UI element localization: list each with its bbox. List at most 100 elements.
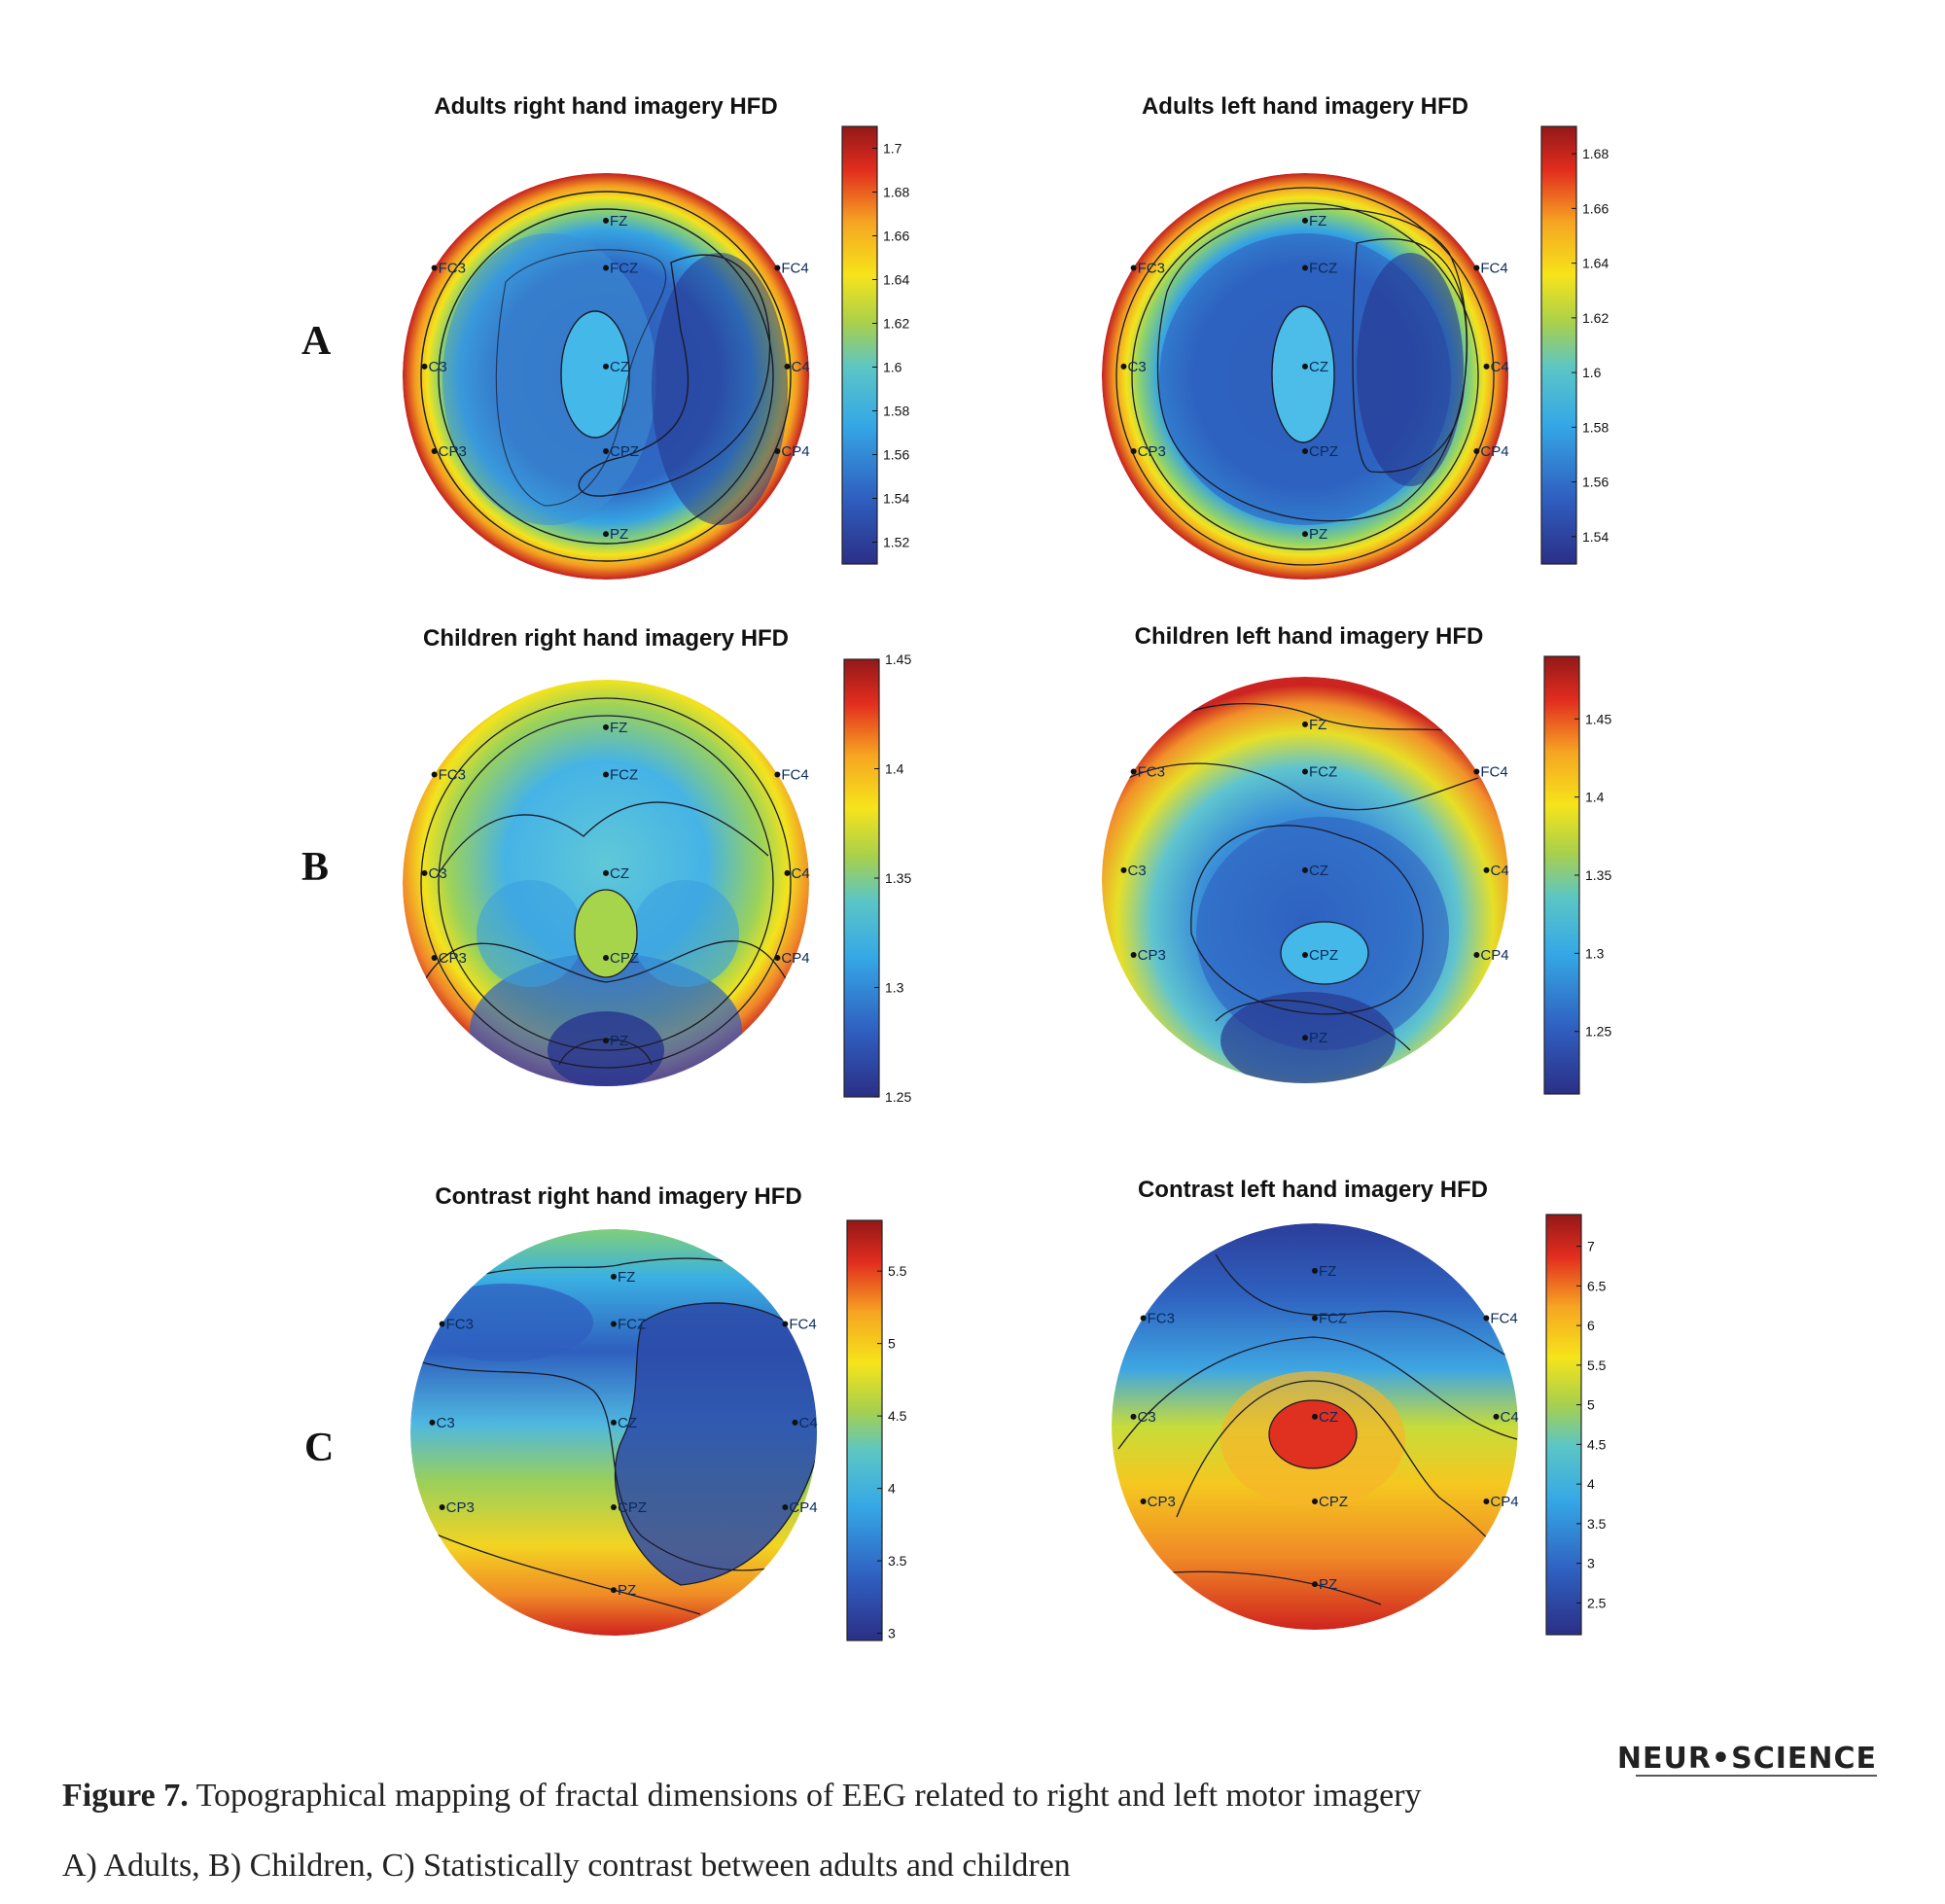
electrode-label-fc4: FC4 [1490, 1310, 1517, 1326]
electrode-label-cpz: CPZ [1319, 1494, 1348, 1510]
electrode-dot-fc3 [431, 771, 438, 778]
colorbar-tick-label: 1.62 [1582, 310, 1609, 326]
colorbar-tick-label: 1.56 [883, 447, 909, 463]
colorbar-tick-label: 1.66 [883, 229, 909, 244]
row-label-a: A [301, 319, 332, 364]
electrode-dot-cp4 [774, 448, 781, 455]
colorbar-tick-label: 3 [888, 1626, 896, 1641]
colorbar-scale [1543, 655, 1580, 1095]
electrode-label-c3: C3 [1127, 359, 1146, 375]
electrode-label-fz: FZ [610, 213, 627, 229]
panel-title: Adults left hand imagery HFD [1142, 93, 1468, 120]
figure-caption-line2: A) Adults, B) Children, C) Statistically… [62, 1848, 1071, 1884]
electrode-label-c4: C4 [1491, 359, 1509, 375]
electrode-label-fc3: FC3 [446, 1316, 474, 1332]
electrode-dot-fcz [603, 264, 609, 271]
electrode-dot-cz [1302, 866, 1308, 873]
electrode-label-cz: CZ [1309, 863, 1328, 879]
electrode-dot-cz [1302, 363, 1308, 370]
colorbar: 2.5 3 3.5 4 4.5 5 5.5 6 6.5 7 [1545, 1214, 1607, 1636]
electrode-dot-pz [1312, 1581, 1318, 1588]
electrode-label-c4: C4 [792, 865, 810, 882]
electrode-dot-cz [611, 1419, 617, 1426]
electrode-label-cp3: CP3 [1138, 443, 1166, 460]
electrode-label-fc3: FC3 [1138, 260, 1165, 276]
electrode-dot-fc3 [431, 264, 438, 271]
electrode-dot-c4 [1493, 1413, 1500, 1420]
colorbar-tick-label: 4 [1587, 1476, 1595, 1492]
electrode-label-fcz: FCZ [1319, 1310, 1347, 1326]
electrode-dot-fc3 [1130, 264, 1137, 271]
electrode-dot-fz [1302, 721, 1308, 727]
figure-label: Figure 7. [62, 1778, 189, 1814]
electrode-dot-fc4 [1473, 768, 1480, 775]
electrode-dot-cz [1312, 1413, 1318, 1420]
colorbar-tick-label: 1.54 [883, 491, 909, 507]
electrode-dot-pz [603, 531, 609, 538]
electrode-label-pz: PZ [1309, 526, 1327, 543]
electrode-dot-fc4 [1473, 264, 1480, 271]
electrode-dot-cp3 [431, 448, 438, 455]
electrode-label-fc4: FC4 [789, 1316, 816, 1332]
colorbar-tick-label: 1.35 [885, 870, 911, 886]
electrode-dot-fcz [611, 1321, 617, 1327]
electrode-dot-pz [611, 1587, 617, 1594]
colorbar-tick-label: 1.64 [883, 272, 909, 288]
panel-adults-left: Adults left hand imagery HFD FZ FC3 FCZ FC4… [1102, 93, 1609, 580]
electrode-dot-fc4 [782, 1321, 789, 1327]
colorbar-tick-label: 1.52 [883, 535, 909, 550]
colorbar-tick-label: 1.68 [1582, 146, 1609, 161]
electrode-label-c4: C4 [1501, 1409, 1519, 1426]
electrode-label-fz: FZ [1309, 717, 1326, 733]
electrode-dot-fz [1302, 217, 1308, 224]
electrode-dot-cp3 [1130, 952, 1137, 959]
colorbar-tick-label: 6.5 [1587, 1278, 1607, 1293]
colorbar-tick-label: 1.6 [1582, 365, 1602, 380]
electrode-dot-fc4 [1483, 1315, 1490, 1322]
electrode-label-cp3: CP3 [1148, 1494, 1176, 1510]
electrode-dot-fz [603, 723, 609, 730]
colorbar: 1.52 1.54 1.56 1.58 1.6 1.62 1.64 1.66 1.68 1.7 [841, 125, 909, 565]
electrode-dot-pz [1302, 531, 1308, 538]
electrode-label-cpz: CPZ [1309, 947, 1338, 964]
electrode-dot-c3 [1120, 866, 1127, 873]
electrode-label-pz: PZ [618, 1582, 636, 1599]
electrode-label-c4: C4 [799, 1415, 818, 1431]
electrode-dot-cpz [1302, 448, 1308, 455]
electrode-dot-c4 [1483, 363, 1490, 370]
electrodes: FZ FC3 FCZ FC4 C3 CZ C4 CP3 CPZ CP4 PZ [1120, 213, 1509, 543]
electrode-label-cp4: CP4 [1480, 947, 1508, 964]
panel-title: Children left hand imagery HFD [1135, 623, 1484, 650]
electrode-label-fc3: FC3 [439, 766, 466, 783]
electrode-dot-cp4 [1483, 1499, 1490, 1505]
electrode-label-c3: C3 [428, 865, 446, 882]
electrode-dot-c4 [784, 869, 791, 876]
electrode-label-cp4: CP4 [1480, 443, 1508, 460]
colorbar-scale [1545, 1214, 1582, 1636]
colorbar-tick-label: 5.5 [1587, 1357, 1607, 1373]
colorbar-tick-label: 1.68 [883, 185, 909, 200]
colorbar-tick-label: 1.6 [883, 360, 902, 375]
electrode-dot-cp4 [1473, 448, 1480, 455]
electrode-dot-c3 [1120, 363, 1127, 370]
colorbar-tick-label: 2.5 [1587, 1595, 1607, 1610]
electrode-label-c4: C4 [792, 359, 810, 375]
colorbar-tick-label: 1.35 [1585, 867, 1611, 883]
electrode-label-cz: CZ [1319, 1409, 1338, 1426]
electrode-dot-cp4 [774, 955, 781, 962]
electrode-dot-fcz [603, 771, 609, 778]
electrode-dot-fcz [1312, 1315, 1318, 1322]
colorbar-tick-label: 7 [1587, 1239, 1595, 1254]
electrode-label-fcz: FCZ [1309, 260, 1337, 276]
electrode-dot-cpz [1312, 1499, 1318, 1505]
topomap [1102, 173, 1508, 580]
electrode-label-pz: PZ [1309, 1030, 1327, 1046]
colorbar-scale [841, 125, 878, 565]
electrode-dot-c3 [1130, 1413, 1137, 1420]
electrode-label-fcz: FCZ [610, 766, 638, 783]
electrode-dot-cp3 [431, 955, 438, 962]
electrode-label-cp4: CP4 [1490, 1494, 1518, 1510]
journal-logo: NEUR•SCIENCE [1617, 1742, 1877, 1776]
electrode-label-cpz: CPZ [618, 1499, 647, 1516]
electrode-label-cpz: CPZ [610, 443, 639, 460]
